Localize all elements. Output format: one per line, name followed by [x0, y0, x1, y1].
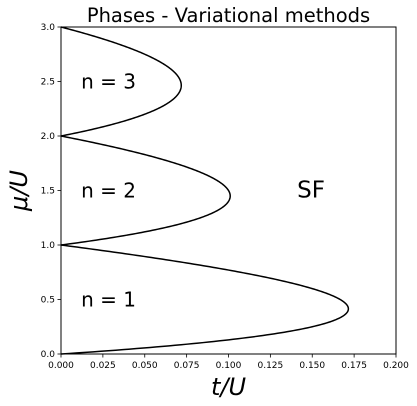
x-tick-label: 0.175 [341, 361, 367, 371]
region-annotations: n = 1 n = 2 n = 3 SF [81, 70, 325, 312]
y-tick-label: 3.0 [41, 23, 56, 33]
superfluid-region-label: SF [297, 178, 325, 204]
mott-lobe-n1 [60, 244, 350, 355]
x-axis-ticks: 0.000 0.025 0.050 0.075 0.100 0.125 0.150 0.175… [48, 354, 409, 371]
x-tick-label: 0.150 [299, 361, 325, 371]
mott-region-label: n = 1 [81, 288, 136, 312]
x-axis-label: t/U [211, 373, 246, 401]
y-tick-label: 2.0 [41, 132, 56, 142]
mott-region-label: n = 3 [81, 70, 136, 94]
mott-region-label: n = 2 [81, 179, 136, 203]
y-axis-label: μ/U [5, 170, 33, 212]
y-tick-label: 1.0 [41, 241, 56, 251]
x-tick-label: 0.200 [383, 361, 409, 371]
y-tick-label: 0.0 [41, 350, 56, 360]
x-tick-label: 0.125 [257, 361, 283, 371]
x-tick-label: 0.050 [132, 361, 158, 371]
phase-boundary-lines [60, 26, 350, 355]
x-tick-label: 0.025 [90, 361, 116, 371]
x-tick-label: 0.100 [216, 361, 242, 371]
y-axis-ticks: 0.0 0.5 1.0 1.5 2.0 2.5 3.0 [41, 23, 61, 360]
x-tick-label: 0.075 [174, 361, 200, 371]
y-tick-label: 1.5 [41, 187, 55, 197]
y-tick-label: 0.5 [41, 296, 55, 306]
mott-lobe-n3 [60, 26, 183, 137]
y-tick-label: 2.5 [41, 78, 55, 88]
mott-lobe-n2 [60, 135, 231, 246]
x-tick-label: 0.000 [48, 361, 74, 371]
chart-title: Phases - Variational methods [87, 4, 370, 27]
